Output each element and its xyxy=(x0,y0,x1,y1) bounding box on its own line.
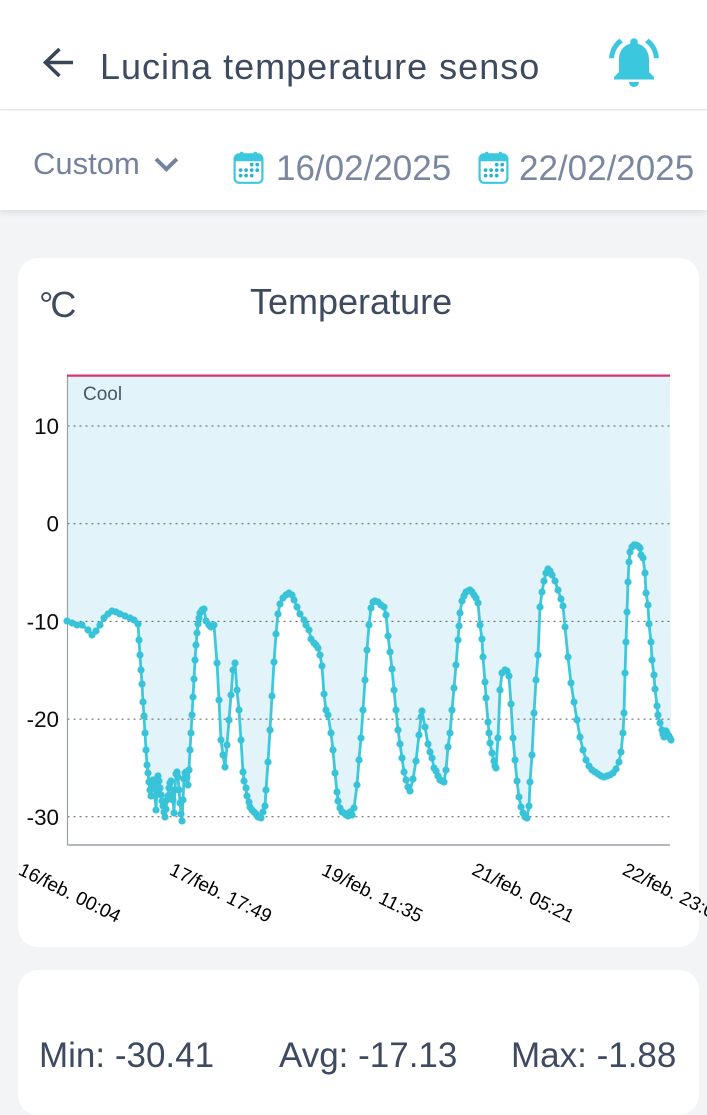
svg-text:10: 10 xyxy=(34,414,59,439)
svg-text:-30: -30 xyxy=(27,805,59,830)
svg-text:17/feb. 17:49: 17/feb. 17:49 xyxy=(166,860,275,928)
svg-text:16/feb. 00:04: 16/feb. 00:04 xyxy=(15,860,124,928)
svg-text:22/feb. 23:08: 22/feb. 23:08 xyxy=(619,860,707,928)
svg-text:21/feb. 05:21: 21/feb. 05:21 xyxy=(469,860,578,928)
svg-text:0: 0 xyxy=(47,512,59,537)
svg-text:Cool: Cool xyxy=(83,384,122,405)
svg-text:19/feb. 11:35: 19/feb. 11:35 xyxy=(318,860,425,927)
svg-text:-20: -20 xyxy=(27,707,59,732)
svg-text:-10: -10 xyxy=(27,609,59,634)
